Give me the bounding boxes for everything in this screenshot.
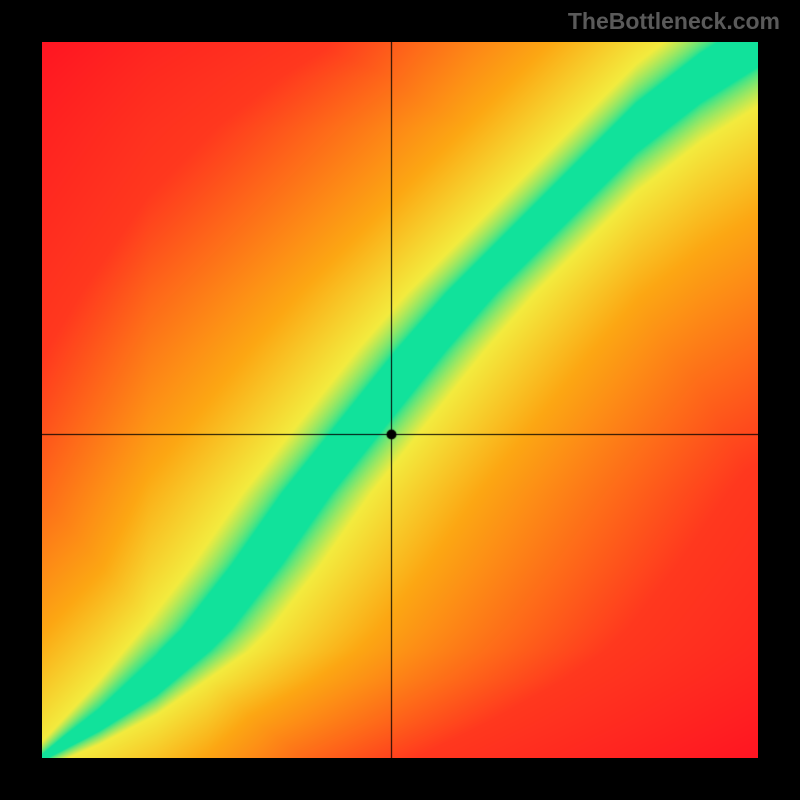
watermark-text: TheBottleneck.com <box>568 8 780 35</box>
chart-container: TheBottleneck.com <box>0 0 800 800</box>
bottleneck-heatmap <box>42 42 758 758</box>
